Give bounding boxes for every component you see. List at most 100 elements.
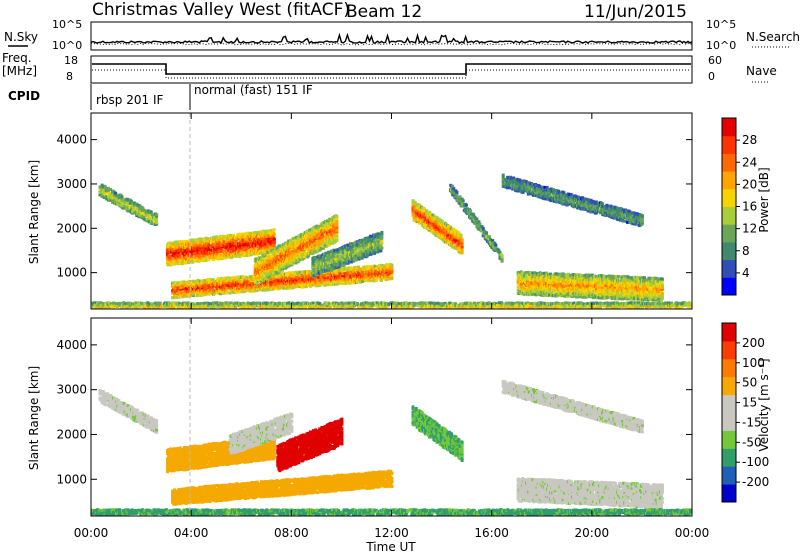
data-cell [199, 291, 203, 295]
data-cell [288, 255, 292, 259]
data-cell [294, 261, 298, 265]
data-cell [300, 283, 304, 287]
data-cell [390, 265, 394, 269]
data-cell [318, 224, 322, 228]
data-cell [390, 274, 394, 277]
data-cell [263, 240, 267, 244]
data-cell [187, 244, 190, 248]
data-cell [278, 249, 282, 253]
data-cell [243, 284, 247, 288]
data-cell [272, 228, 276, 232]
data-cell [246, 277, 250, 280]
data-cell [274, 283, 278, 287]
data-cell [243, 250, 247, 254]
data-cell [276, 283, 280, 287]
data-cell [258, 230, 262, 234]
data-cell [297, 272, 301, 276]
data-cell [385, 278, 389, 282]
data-cell [335, 214, 339, 218]
data-cell [182, 240, 186, 244]
data-cell [243, 232, 247, 236]
data-cell [200, 237, 204, 241]
data-cell [321, 246, 325, 250]
data-cell [287, 247, 291, 251]
data-cell [174, 244, 178, 248]
data-cell [318, 240, 322, 244]
data-cell [253, 278, 257, 282]
data-cell [181, 257, 185, 261]
data-cell [321, 273, 325, 277]
data-cell [102, 189, 106, 192]
nsky-trace [90, 32, 693, 45]
data-cell [312, 282, 316, 286]
data-cell [179, 245, 183, 249]
data-cell [269, 277, 273, 281]
data-cell [293, 245, 297, 249]
data-cell [289, 253, 293, 257]
data-cell [244, 281, 248, 285]
data-cell [377, 271, 381, 275]
data-cell [191, 260, 195, 264]
data-cell [172, 242, 176, 246]
data-cell [133, 204, 137, 207]
data-cell [145, 219, 149, 223]
data-cell [226, 248, 230, 252]
data-cell [243, 234, 247, 238]
data-cell [380, 230, 384, 234]
data-cell [266, 242, 270, 246]
data-cell [223, 256, 227, 260]
data-cell [323, 279, 327, 283]
data-cell [241, 232, 245, 236]
data-cell [226, 291, 230, 295]
data-cell [103, 193, 107, 197]
data-cell [174, 288, 178, 292]
data-cell [337, 267, 341, 271]
data-cell [183, 282, 187, 286]
data-cell [263, 254, 267, 258]
data-cell [297, 242, 301, 246]
data-cell [283, 263, 287, 267]
freq-label-1: Freq. [2, 51, 32, 65]
data-cell [299, 237, 303, 241]
data-cell [216, 281, 219, 285]
data-cell [109, 188, 112, 192]
data-cell [228, 239, 232, 243]
data-cell [270, 232, 274, 236]
data-cell [390, 270, 394, 274]
freq-tick-top: 18 [64, 54, 78, 67]
data-cell [271, 287, 275, 291]
data-cell [145, 217, 149, 221]
data-cell [225, 289, 229, 293]
data-cell [155, 216, 159, 220]
data-cell [149, 210, 153, 214]
data-cell [246, 251, 250, 255]
data-cell [319, 246, 323, 250]
data-cell [374, 278, 378, 282]
data-cell [208, 277, 212, 281]
data-cell [182, 293, 186, 297]
data-cell [247, 253, 251, 257]
data-cell [202, 284, 206, 288]
data-cell [212, 291, 216, 295]
data-cell [126, 202, 130, 205]
data-cell [235, 290, 239, 294]
data-cell [366, 265, 370, 268]
data-cell [221, 288, 225, 292]
data-cell [274, 253, 278, 257]
data-cell [304, 285, 308, 289]
data-cell [460, 238, 464, 242]
data-cell [271, 234, 275, 238]
data-cell [202, 280, 206, 284]
data-cell [337, 278, 341, 282]
data-cell [372, 279, 376, 283]
data-cell [343, 272, 347, 276]
freq-trace [92, 63, 691, 75]
data-cell [179, 240, 183, 243]
data-cell [370, 272, 374, 276]
data-cell [278, 274, 282, 278]
data-cell [248, 245, 252, 249]
data-cell [279, 277, 283, 281]
data-cell [253, 287, 257, 291]
data-cell [255, 247, 258, 250]
data-cell [251, 289, 255, 293]
